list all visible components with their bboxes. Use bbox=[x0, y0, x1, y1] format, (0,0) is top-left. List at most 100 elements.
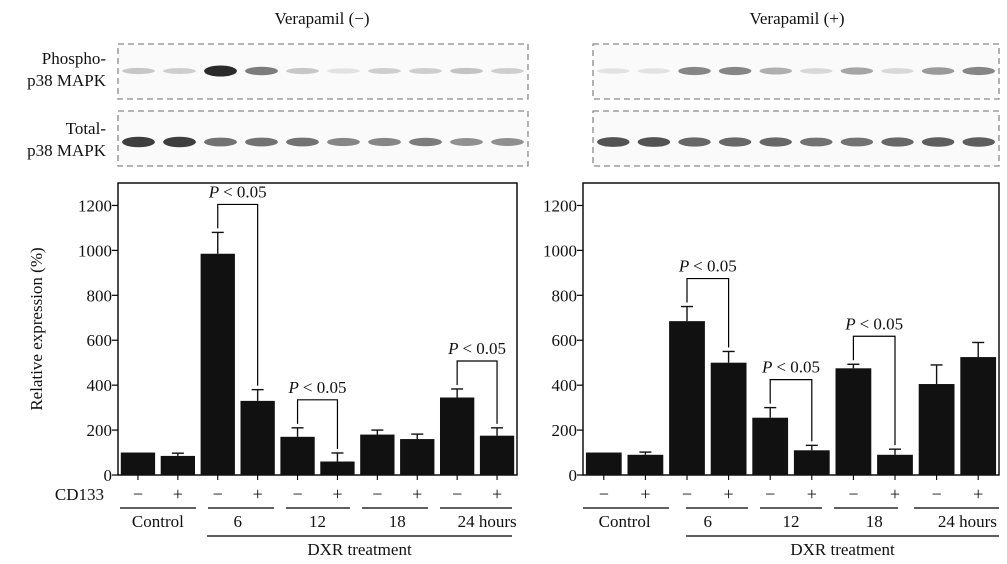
phospho-band bbox=[678, 66, 711, 76]
significance-bracket: P < 0.05 bbox=[844, 314, 903, 446]
phospho-band bbox=[204, 65, 237, 77]
bracket-line bbox=[852, 335, 896, 446]
p-symbol: P bbox=[447, 339, 462, 358]
phospho-band bbox=[122, 67, 155, 75]
phospho-band bbox=[637, 68, 671, 74]
bar bbox=[960, 357, 997, 475]
panel-title: Verapamil (+) bbox=[749, 9, 844, 28]
cd133-sign: + bbox=[807, 484, 817, 504]
total-band bbox=[245, 137, 278, 147]
cd133-sign: − bbox=[292, 484, 302, 504]
total-band bbox=[759, 137, 792, 147]
total-band bbox=[597, 137, 630, 147]
bar bbox=[669, 321, 705, 475]
p-value-label: P < 0.05 bbox=[844, 314, 903, 333]
cd133-label: CD133 bbox=[55, 485, 104, 504]
phospho-band bbox=[800, 68, 833, 74]
plot-frame bbox=[582, 182, 1000, 476]
cd133-sign: − bbox=[213, 484, 223, 504]
phospho-label-line1: Phospho- bbox=[42, 49, 107, 68]
p-symbol: P bbox=[288, 378, 303, 397]
total-band bbox=[163, 136, 196, 148]
group-label: 18 bbox=[389, 512, 406, 531]
y-tick-label: 400 bbox=[87, 376, 113, 395]
significance-bracket: P < 0.05 bbox=[761, 358, 820, 442]
panel-1: Verapamil (−) Phospho-p38 MAPK Total-p38 M… bbox=[27, 9, 529, 559]
p-symbol: P bbox=[761, 358, 776, 377]
panel-2: Verapamil (+) 0 200 400 600 800 1000 1200 − + − + − +… bbox=[543, 9, 1000, 559]
y-tick-label: 400 bbox=[552, 376, 578, 395]
total-band bbox=[840, 137, 874, 147]
bar bbox=[400, 439, 435, 475]
p-value-label: P < 0.05 bbox=[288, 378, 347, 397]
plot-frame bbox=[117, 182, 518, 476]
significance-bracket: P < 0.05 bbox=[678, 257, 737, 348]
p-threshold: < 0.05 bbox=[223, 182, 267, 201]
phospho-band bbox=[759, 67, 792, 75]
y-tick-label: 600 bbox=[87, 331, 113, 350]
bracket-line bbox=[686, 277, 730, 348]
y-tick-label: 1000 bbox=[543, 241, 577, 260]
total-band bbox=[921, 137, 955, 147]
p-symbol: P bbox=[844, 314, 859, 333]
y-tick-label: 200 bbox=[87, 421, 113, 440]
total-band bbox=[718, 137, 752, 147]
phospho-band bbox=[491, 68, 524, 74]
cd133-sign: + bbox=[724, 484, 734, 504]
p-value-label: P < 0.05 bbox=[761, 358, 820, 377]
cd133-sign: + bbox=[253, 484, 263, 504]
cd133-sign: − bbox=[133, 484, 143, 504]
total-label-line1: Total- bbox=[66, 119, 107, 138]
y-tick-label: 600 bbox=[552, 331, 578, 350]
cd133-sign: + bbox=[412, 484, 422, 504]
cd133-sign: − bbox=[848, 484, 858, 504]
total-band bbox=[122, 136, 155, 148]
y-tick-label: 1200 bbox=[543, 196, 577, 215]
cd133-sign: + bbox=[973, 484, 983, 504]
cd133-sign: − bbox=[599, 484, 609, 504]
bar bbox=[120, 452, 156, 475]
bar bbox=[439, 397, 475, 475]
bar bbox=[360, 434, 395, 475]
cd133-sign: − bbox=[682, 484, 692, 504]
phospho-band bbox=[921, 67, 955, 75]
total-band bbox=[637, 137, 671, 147]
total-label-line2: p38 MAPK bbox=[27, 141, 107, 160]
total-band bbox=[881, 137, 914, 147]
phospho-band bbox=[409, 68, 442, 74]
phospho-band bbox=[840, 67, 874, 75]
group-label: 24 hours bbox=[458, 512, 517, 531]
dxr-treatment-label: DXR treatment bbox=[307, 540, 412, 559]
bar bbox=[752, 417, 789, 475]
total-band bbox=[409, 137, 442, 147]
p-threshold: < 0.05 bbox=[693, 257, 737, 276]
bar bbox=[479, 435, 515, 475]
p-threshold: < 0.05 bbox=[860, 314, 904, 333]
group-label: 12 bbox=[783, 512, 800, 531]
cd133-sign: − bbox=[452, 484, 462, 504]
cd133-sign: + bbox=[173, 484, 183, 504]
total-band bbox=[962, 137, 995, 147]
significance-bracket: P < 0.05 bbox=[447, 339, 506, 424]
bracket-line bbox=[217, 203, 259, 386]
bar bbox=[835, 368, 872, 475]
bar bbox=[585, 452, 622, 475]
p-threshold: < 0.05 bbox=[303, 378, 347, 397]
y-axis-title: Relative expression (%) bbox=[27, 247, 46, 410]
p-value-label: P < 0.05 bbox=[678, 257, 737, 276]
phospho-band bbox=[245, 66, 278, 76]
total-band bbox=[800, 137, 833, 147]
p-threshold: < 0.05 bbox=[462, 339, 506, 358]
phospho-band bbox=[962, 66, 995, 76]
group-label: Control bbox=[132, 512, 184, 531]
y-tick-label: 1000 bbox=[78, 241, 112, 260]
bar bbox=[793, 450, 830, 475]
total-band bbox=[204, 137, 237, 147]
phospho-band bbox=[327, 68, 360, 74]
bracket-line bbox=[769, 379, 813, 442]
cd133-sign: + bbox=[640, 484, 650, 504]
bar bbox=[877, 454, 913, 475]
bar bbox=[200, 253, 235, 475]
total-band bbox=[368, 137, 401, 147]
